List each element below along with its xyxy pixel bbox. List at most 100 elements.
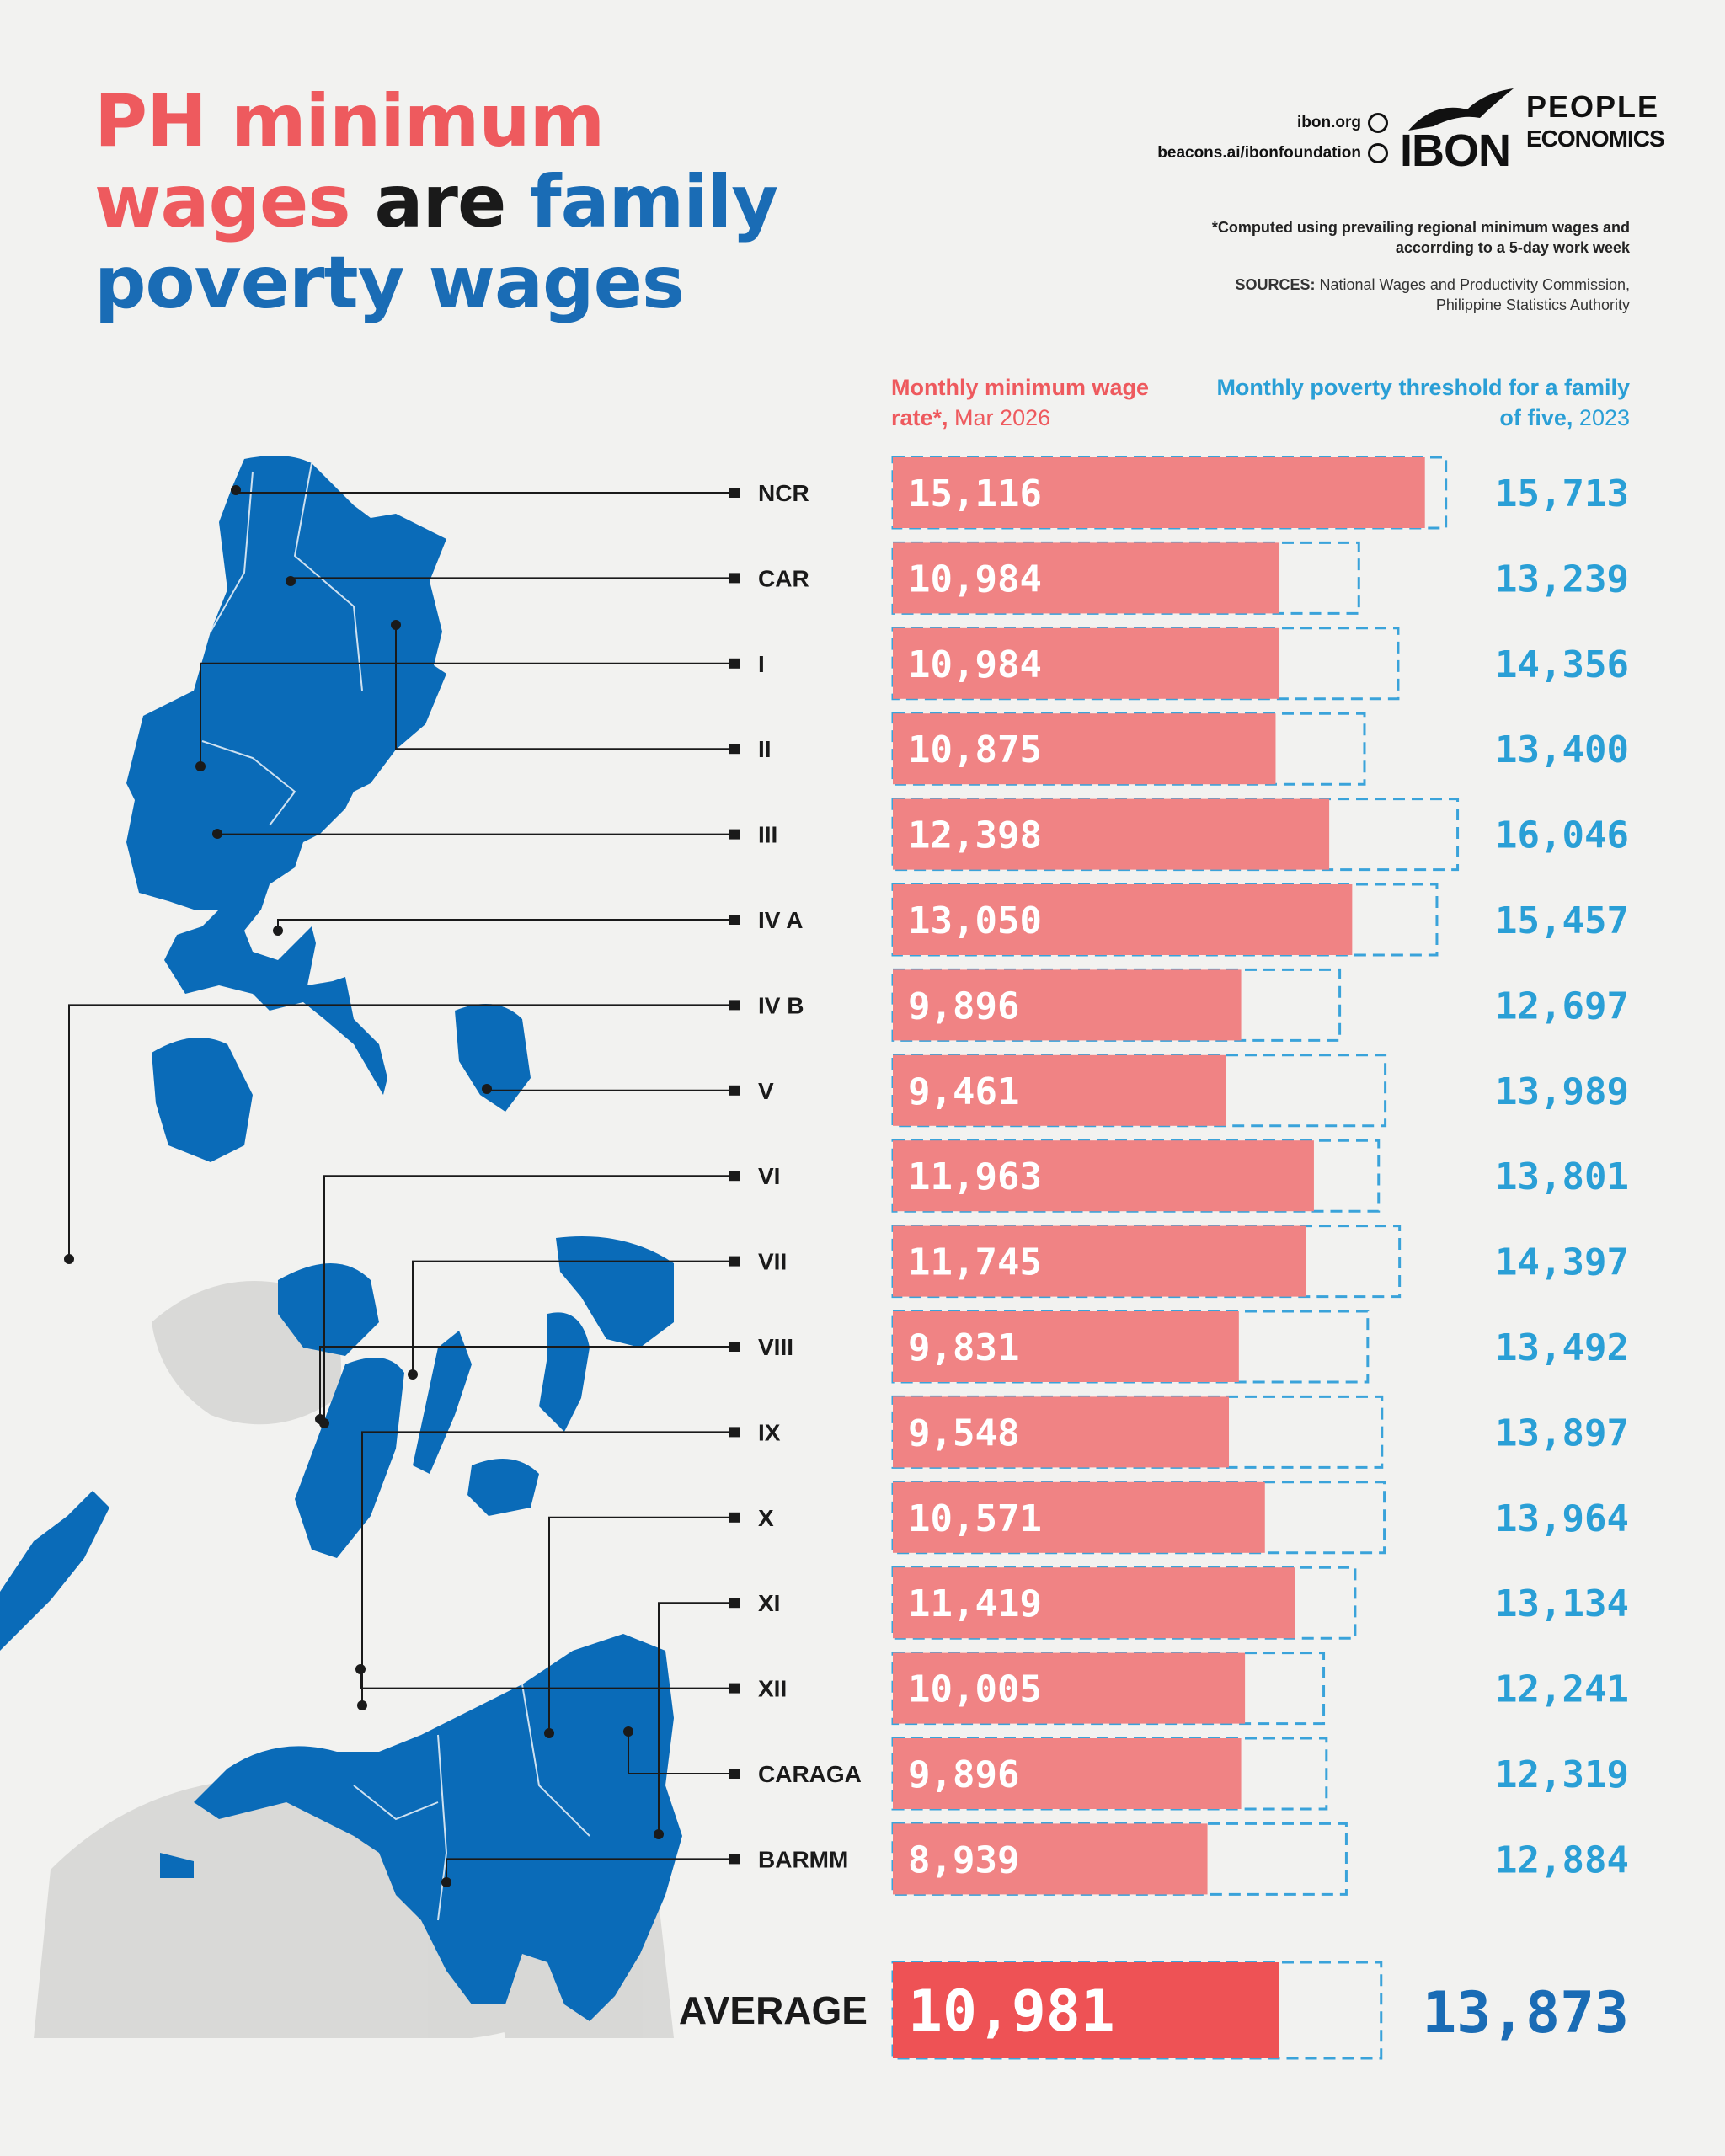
average-wage-bar — [893, 1962, 1279, 2058]
poverty-bar-outline — [891, 1054, 1387, 1128]
wage-bar — [893, 969, 1242, 1041]
bars-group: 15,116 15,713 NCR 10,984 13,239 CAR 10,984 14,3… — [679, 456, 1629, 2060]
people-logo-text: PEOPLE — [1526, 89, 1660, 124]
wage-header-bold: Monthly minimum wage rate*, — [891, 375, 1150, 430]
poverty-bar-outline — [891, 1481, 1386, 1555]
region-boundaries — [201, 462, 590, 1921]
wage-value-label: 9,461 — [908, 1070, 1019, 1113]
footnote: *Computed using prevailing regional mini… — [1211, 219, 1630, 256]
sources-text: National Wages and Productivity Commissi… — [1315, 276, 1630, 313]
average-label: AVERAGE — [679, 1988, 868, 2032]
wage-value-label: 12,398 — [908, 814, 1042, 857]
average-poverty-label: 13,873 — [1422, 1980, 1629, 2047]
poverty-bar-outline — [891, 456, 1448, 530]
sources: SOURCES: National Wages and Productivity… — [1192, 275, 1631, 315]
category-label: II — [758, 736, 772, 762]
wage-value-label: 8,939 — [908, 1838, 1019, 1881]
wage-value-label: 13,050 — [908, 899, 1042, 942]
wage-bar — [893, 1140, 1314, 1212]
poverty-value-label: 13,989 — [1495, 1070, 1629, 1113]
leader-square — [729, 1000, 740, 1011]
wage-bar — [893, 542, 1280, 614]
poverty-bar-outline — [891, 1225, 1402, 1299]
leader-square — [729, 488, 740, 498]
poverty-header-year: 2023 — [1573, 405, 1630, 430]
poverty-value-label: 13,492 — [1495, 1326, 1629, 1369]
wage-value-label: 10,984 — [908, 643, 1042, 686]
leader-square — [729, 1085, 740, 1096]
leader-square — [729, 1427, 740, 1438]
category-label: CAR — [758, 565, 809, 591]
wage-bar — [893, 1823, 1208, 1895]
leader-square — [729, 1512, 740, 1523]
title-line-2-dark: are — [350, 160, 531, 244]
poverty-value-label: 15,713 — [1495, 472, 1629, 515]
wage-value-label: 9,831 — [908, 1326, 1019, 1369]
wage-value-label: 11,963 — [908, 1155, 1042, 1198]
category-label: I — [758, 651, 765, 677]
leader-square — [729, 1598, 740, 1609]
wage-bar — [893, 1311, 1239, 1382]
poverty-bar-outline — [891, 1822, 1348, 1896]
wage-bar — [893, 1481, 1265, 1553]
category-label: IX — [758, 1419, 781, 1445]
wage-bar — [893, 627, 1280, 699]
poverty-bar-outline — [891, 1139, 1381, 1213]
people-economics-logo: PEOPLE ECONOMICS — [1526, 89, 1665, 155]
poverty-value-label: 16,046 — [1495, 814, 1629, 857]
title-line-3: poverty wages — [94, 241, 685, 325]
category-label: IV B — [758, 992, 804, 1018]
poverty-value-label: 13,400 — [1495, 728, 1629, 771]
wage-value-label: 11,419 — [908, 1582, 1042, 1625]
contact-links: ibon.org beacons.ai/ibonfoundation — [1157, 108, 1388, 168]
wage-bar — [893, 798, 1330, 870]
poverty-value-label: 14,356 — [1495, 643, 1629, 686]
wage-bar — [893, 1396, 1230, 1468]
poverty-bar-outline — [891, 798, 1460, 872]
wage-value-label: 9,896 — [908, 985, 1019, 1027]
category-label: VI — [758, 1163, 780, 1189]
poverty-value-label: 15,457 — [1495, 899, 1629, 942]
category-label: XII — [758, 1676, 787, 1702]
wage-bar — [893, 1567, 1295, 1639]
leader-square — [729, 1342, 740, 1352]
poverty-bar-outline — [891, 1652, 1326, 1726]
wage-value-label: 9,896 — [908, 1753, 1019, 1796]
poverty-bar-outline — [891, 627, 1400, 701]
poverty-bar-outline — [891, 1310, 1370, 1384]
wage-bar — [893, 457, 1425, 528]
wage-bar — [893, 1652, 1246, 1724]
poverty-value-label: 12,241 — [1495, 1668, 1629, 1711]
website-link[interactable]: ibon.org — [1297, 114, 1361, 131]
average-poverty-outline — [891, 1961, 1383, 2060]
economics-logo-text: ECONOMICS — [1526, 125, 1665, 152]
category-label: IV A — [758, 907, 803, 933]
category-label: CARAGA — [758, 1761, 862, 1787]
leader-square — [729, 1256, 740, 1267]
wage-header: Monthly minimum wage rate*, Mar 2026 — [891, 372, 1194, 433]
beacons-link[interactable]: beacons.ai/ibonfoundation — [1157, 144, 1361, 162]
wage-value-label: 10,571 — [908, 1497, 1042, 1540]
poverty-bar-outline — [891, 883, 1439, 957]
poverty-value-label: 12,319 — [1495, 1753, 1629, 1796]
category-label: VIII — [758, 1334, 793, 1360]
poverty-bar-outline — [891, 1395, 1384, 1469]
leader-square — [729, 658, 740, 669]
wage-value-label: 11,745 — [908, 1241, 1042, 1284]
poverty-bar-outline — [891, 712, 1366, 786]
wage-bar — [893, 1225, 1306, 1297]
leader-square — [729, 744, 740, 755]
philippines-map — [0, 456, 682, 2038]
poverty-value-label: 13,801 — [1495, 1155, 1629, 1198]
title-line-1: PH minimum — [94, 79, 605, 163]
poverty-header-bold: Monthly poverty threshold for a family o… — [1216, 375, 1630, 430]
category-label: III — [758, 822, 777, 848]
leader-square — [729, 1171, 740, 1182]
wage-value-label: 10,005 — [908, 1668, 1042, 1711]
poverty-bar-outline — [891, 541, 1360, 615]
leader-square — [729, 915, 740, 925]
poverty-bar-outline — [891, 968, 1342, 1042]
poverty-value-label: 14,397 — [1495, 1241, 1629, 1284]
bird-icon — [1408, 88, 1514, 131]
wage-value-label: 10,984 — [908, 558, 1042, 600]
